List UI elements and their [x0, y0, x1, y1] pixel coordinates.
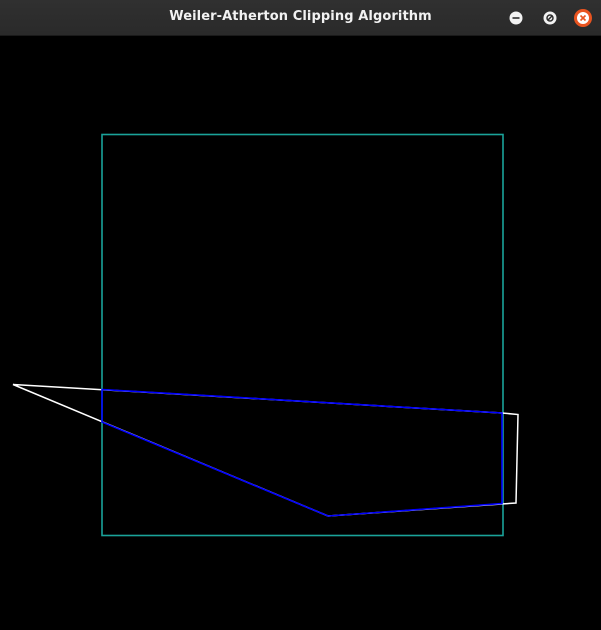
clip-window-rect	[101, 133, 504, 537]
title-bar[interactable]: Weiler-Atherton Clipping Algorithm	[0, 0, 601, 36]
canvas-svg	[0, 36, 601, 630]
window-title: Weiler-Atherton Clipping Algorithm	[169, 9, 432, 24]
minimize-icon	[509, 11, 523, 25]
minimize-button[interactable]	[507, 9, 525, 27]
close-icon	[574, 9, 592, 27]
canvas-background	[0, 36, 601, 630]
close-button[interactable]	[574, 9, 592, 27]
drawing-canvas[interactable]	[0, 36, 601, 630]
maximize-icon	[543, 11, 557, 25]
maximize-button[interactable]	[541, 9, 559, 27]
clipped-polygon	[101, 388, 503, 517]
